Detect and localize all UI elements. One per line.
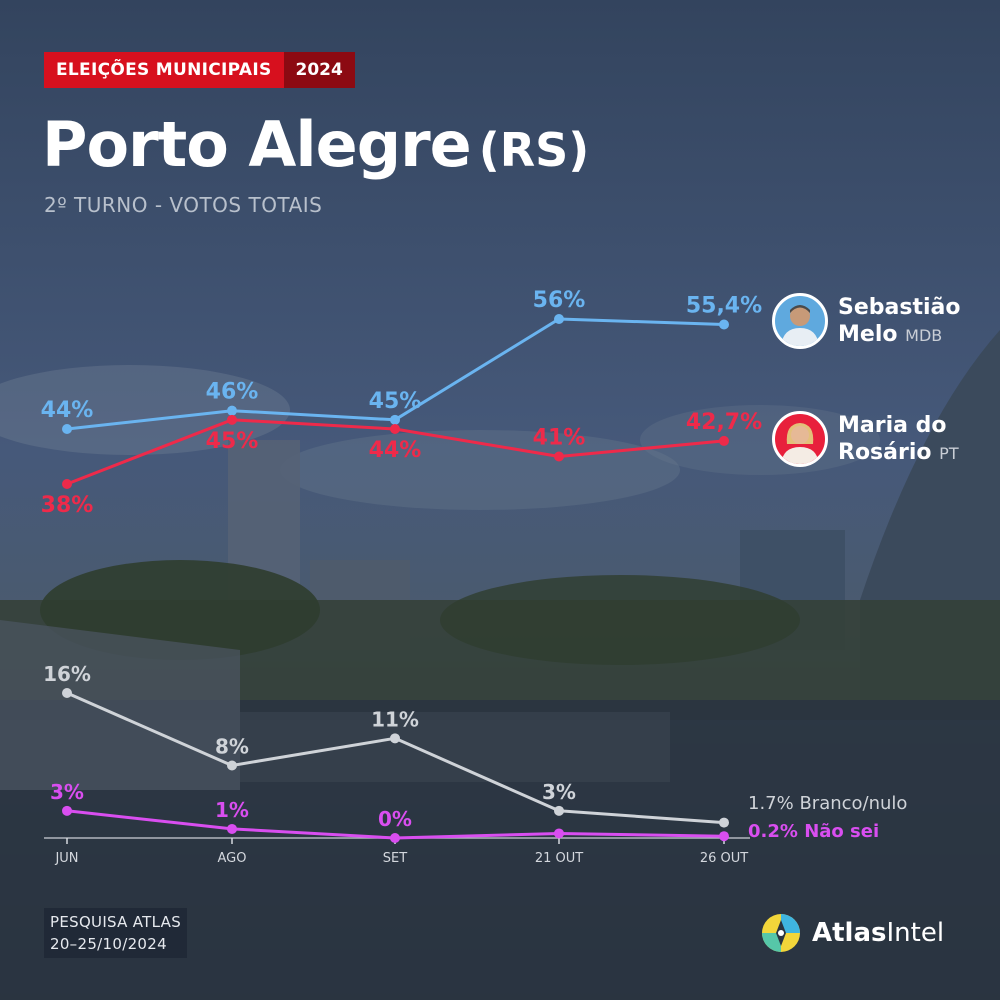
end-legend-label: 0.2% Não sei: [748, 821, 879, 842]
badge-year: 2024: [283, 52, 355, 88]
x-tick-label: 21 OUT: [535, 851, 583, 866]
man-portrait-icon: [772, 293, 828, 349]
data-point: [554, 451, 564, 462]
brand-logo: AtlasIntel: [760, 912, 944, 954]
data-point: [719, 319, 729, 330]
data-label: 11%: [371, 707, 419, 731]
data-point: [62, 805, 72, 816]
x-tick-label: AGO: [218, 851, 247, 866]
data-label: 44%: [369, 438, 422, 463]
data-label: 8%: [215, 735, 249, 759]
data-point: [227, 823, 237, 834]
woman-portrait-icon: [772, 411, 828, 467]
data-label: 3%: [542, 780, 576, 804]
candidate-rosario: Maria do Rosário PT: [772, 411, 959, 467]
data-point: [227, 405, 237, 416]
data-label: 1%: [215, 798, 249, 822]
page-title: Porto Alegre (RS): [42, 108, 589, 181]
data-point: [62, 688, 72, 698]
title-city: Porto Alegre: [42, 108, 472, 181]
data-label: 44%: [41, 398, 94, 423]
data-label: 16%: [43, 662, 91, 686]
candidate-melo: Sebastião Melo MDB: [772, 293, 960, 349]
data-point: [390, 414, 400, 425]
candidate-melo-name: Sebastião Melo MDB: [838, 294, 961, 347]
chart-subtitle: 2º TURNO - VOTOS TOTAIS: [44, 193, 323, 217]
data-point: [719, 435, 729, 446]
data-point: [62, 424, 72, 434]
candidate-rosario-name: Maria do Rosário PT: [838, 412, 959, 465]
election-badge: ELEIÇÕES MUNICIPAIS 2024: [44, 52, 355, 88]
data-label: 0%: [378, 807, 412, 831]
data-point: [719, 831, 729, 842]
data-point: [227, 414, 237, 425]
party-pt: PT: [939, 443, 959, 463]
end-legend-label: 1.7% Branco/nulo: [748, 793, 907, 814]
data-label: 46%: [206, 380, 259, 405]
data-point: [719, 817, 729, 828]
atlas-compass-logo-icon: [762, 914, 800, 952]
data-label: 3%: [50, 780, 84, 804]
data-label: 45%: [369, 389, 422, 414]
x-tick-label: SET: [383, 851, 407, 866]
data-label: 41%: [533, 426, 586, 451]
data-label: 55,4%: [686, 294, 762, 319]
data-point: [390, 833, 400, 843]
brand-name: AtlasIntel: [812, 918, 945, 948]
data-point: [554, 828, 564, 839]
title-state: (RS): [478, 123, 590, 177]
data-point: [390, 733, 400, 744]
data-point: [227, 760, 237, 771]
data-point: [390, 424, 400, 434]
party-mdb: MDB: [905, 325, 943, 345]
data-point: [554, 314, 564, 324]
data-point: [62, 479, 72, 489]
data-point: [554, 805, 564, 816]
x-tick-label: JUN: [54, 851, 78, 866]
x-tick-label: 26 OUT: [700, 851, 748, 866]
data-label: 45%: [206, 429, 259, 454]
data-label: 38%: [41, 493, 94, 518]
badge-label: ELEIÇÕES MUNICIPAIS: [44, 52, 284, 88]
source-note: PESQUISA ATLAS 20–25/10/2024: [44, 908, 188, 958]
data-label: 42,7%: [686, 410, 762, 435]
data-label: 56%: [533, 288, 586, 313]
